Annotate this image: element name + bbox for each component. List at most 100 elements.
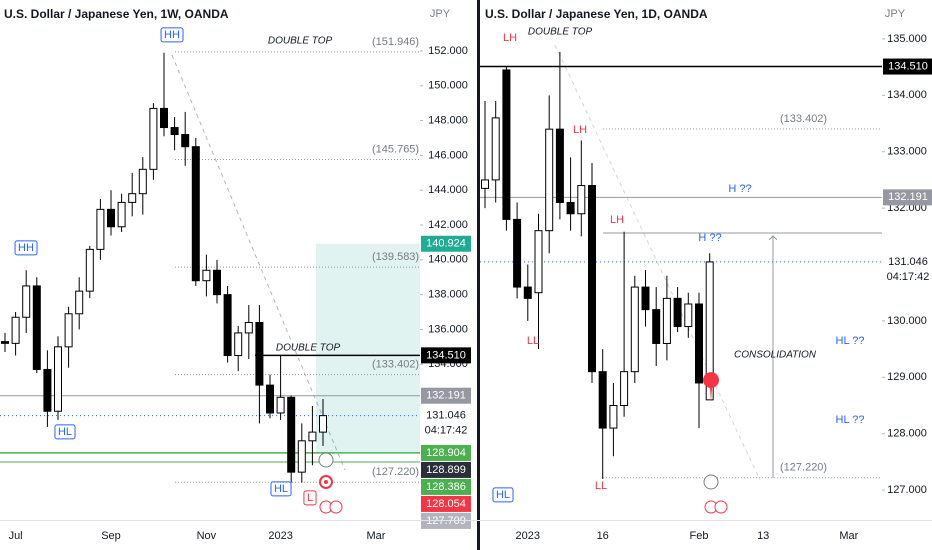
annotation: DOUBLE TOP — [528, 27, 593, 38]
trend-line — [554, 44, 761, 481]
price-label: 132.191 — [888, 191, 928, 203]
title-bg — [2, 6, 192, 24]
candle-body — [255, 321, 264, 386]
candle-body — [577, 185, 586, 215]
level-label: (133.402) — [780, 113, 827, 125]
price-label-bg — [421, 407, 471, 439]
annotation: HL ?? — [836, 414, 865, 426]
candle-body — [43, 368, 52, 412]
annotation: HH — [164, 29, 180, 41]
price-label: 128.054 — [426, 498, 466, 510]
candle-body — [75, 290, 84, 315]
candle-body — [534, 230, 543, 294]
candle-body — [641, 286, 650, 311]
candle-body — [11, 316, 20, 344]
candle-body — [662, 297, 671, 344]
candle-body — [64, 313, 73, 348]
y-tick-label: 134.000 — [887, 89, 927, 101]
y-tick-label: 128.000 — [887, 428, 927, 440]
candle-body — [160, 107, 168, 129]
candle-body — [202, 269, 211, 282]
candle-body — [695, 303, 703, 384]
price-label-bg — [421, 478, 471, 495]
candle-body — [684, 303, 693, 328]
x-tick-label: 2023 — [516, 530, 540, 542]
y-tick-label: 130.000 — [887, 315, 927, 327]
candle-body — [588, 185, 596, 373]
price-label-bg — [421, 387, 471, 404]
annotation-box — [160, 27, 184, 43]
annotation: LH — [610, 214, 624, 226]
annotation: LH — [503, 32, 517, 44]
left-panel: (151.946) (145.765) (139.583) (133.402) (127… — [0, 27, 420, 506]
annotation: HL — [274, 483, 288, 495]
y-tick-label: 129.000 — [887, 371, 927, 383]
position-box — [316, 243, 420, 453]
candle-body — [170, 127, 179, 136]
price-label: 134.510 — [888, 60, 928, 72]
candle-body — [181, 134, 190, 148]
y-tick-label: 148.000 — [428, 115, 468, 127]
price-label: 134.510 — [426, 349, 466, 361]
y-tick-label: 146.000 — [428, 149, 468, 161]
level-label: (139.583) — [372, 251, 419, 263]
y-tick-label: 150.000 — [428, 80, 468, 92]
annotation: L — [307, 492, 313, 504]
y-tick-label: 152.000 — [428, 45, 468, 57]
event-icon — [703, 474, 719, 490]
candle-body — [32, 285, 41, 370]
price-label: 140.924 — [426, 238, 466, 250]
annotation: DOUBLE TOP — [268, 36, 333, 47]
annotation: HL ?? — [836, 335, 865, 347]
candle-body — [54, 346, 62, 412]
x-tick-label: 16 — [597, 530, 609, 542]
candle-body — [107, 208, 115, 228]
flag-icon — [714, 500, 728, 514]
price-label: 131.046 — [888, 256, 928, 268]
candle-body — [85, 248, 94, 292]
y-tick-label: 140.000 — [428, 254, 468, 266]
price-label-bg — [421, 444, 471, 461]
candle-body — [555, 128, 564, 203]
countdown: 04:17:42 — [887, 271, 930, 283]
y-tick-label: 138.000 — [428, 289, 468, 301]
price-label-bg — [421, 461, 471, 478]
level-label: (133.402) — [372, 359, 419, 371]
candle-body — [276, 396, 285, 414]
currency: JPY — [430, 8, 451, 20]
x-tick-label: 2023 — [268, 530, 292, 542]
annotation: HL — [496, 489, 510, 501]
annotation: DOUBLE TOP — [276, 343, 341, 354]
candle-body — [1, 341, 9, 344]
price-label-bg — [421, 495, 471, 512]
trend-line — [171, 54, 346, 471]
candle-body — [523, 286, 532, 299]
price-label-bg — [883, 253, 932, 285]
annotation: H ?? — [698, 232, 721, 244]
annotation: LL — [527, 335, 539, 347]
candle-body — [319, 415, 327, 433]
level-label: (127.220) — [372, 466, 419, 478]
candle-body — [234, 332, 243, 357]
x-tick-label: Feb — [690, 530, 709, 542]
annotation: LH — [573, 124, 587, 136]
candle-body — [491, 117, 500, 181]
x-tick-label: Mar — [839, 530, 858, 542]
currency: JPY — [885, 8, 906, 20]
candle-body — [191, 146, 200, 282]
pin-icon — [703, 372, 719, 402]
x-tick-label: Mar — [367, 530, 386, 542]
candle-body — [96, 208, 105, 250]
x-tick-label: 13 — [757, 530, 769, 542]
price-label: 128.899 — [426, 464, 466, 476]
icons — [318, 372, 728, 514]
event-icon — [318, 452, 334, 468]
x-tick-label: Nov — [197, 530, 217, 542]
candle-body — [22, 285, 31, 318]
candle-body — [609, 405, 618, 429]
countdown: 04:17:42 — [425, 425, 468, 437]
x-tick-label: Jul — [9, 530, 23, 542]
price-label: 128.904 — [426, 447, 466, 459]
candle-body — [128, 193, 137, 203]
candle-body — [244, 321, 253, 334]
